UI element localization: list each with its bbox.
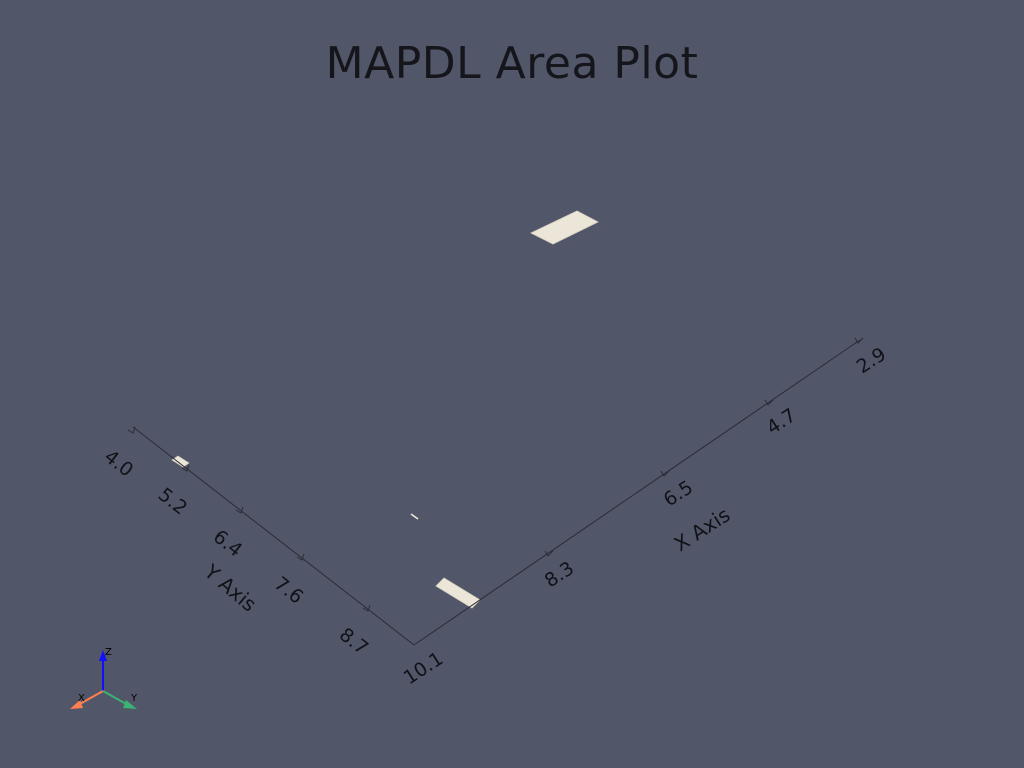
y-tick-label: 5.2 — [154, 484, 191, 520]
area-surface-top[interactable] — [530, 210, 599, 245]
area-surfaces — [171, 210, 599, 609]
x-tick-label: 4.7 — [763, 404, 800, 439]
y-tick-mark — [362, 604, 371, 612]
area-surface-left[interactable] — [171, 455, 190, 468]
y-tick-label: 6.4 — [209, 526, 246, 562]
x-tick-mark — [854, 337, 864, 344]
x-tick-label: 2.9 — [853, 343, 890, 378]
x-tick-label: 8.3 — [541, 557, 578, 592]
area-surface-sliver[interactable] — [410, 513, 419, 520]
x-axis-line — [413, 339, 861, 646]
area-surface-bottom[interactable] — [435, 577, 481, 609]
x-axis: 10.1 8.3 6.5 4.7 2.9 X Axis — [400, 337, 890, 689]
y-tick-mark — [181, 464, 190, 472]
triad-y-axis — [102, 690, 129, 706]
triad-y-arrowhead — [123, 700, 137, 709]
x-tick-mark — [764, 399, 774, 406]
x-tick-mark — [660, 470, 670, 477]
plot-title: MAPDL Area Plot — [325, 38, 699, 89]
x-tick-label: 6.5 — [660, 476, 697, 511]
x-tick-mark — [544, 550, 554, 557]
x-tick-label: 10.1 — [400, 648, 447, 689]
y-axis-tick-marks — [127, 426, 371, 612]
y-axis-line — [132, 426, 415, 646]
y-tick-label: 7.6 — [270, 573, 307, 609]
y-tick-mark — [296, 553, 305, 561]
triad-z-arrowhead — [99, 650, 107, 661]
y-tick-label: 8.7 — [335, 624, 372, 660]
triad-x-axis — [77, 690, 104, 706]
x-axis-title: X Axis — [670, 503, 735, 557]
x-axis-tick-marks — [544, 337, 864, 557]
y-tick-label: 4.0 — [100, 446, 137, 482]
y-axis-title: Y Axis — [199, 559, 261, 617]
triad-x-arrowhead — [70, 700, 83, 709]
y-axis: 4.0 5.2 6.4 7.6 8.7 Y Axis — [100, 426, 415, 660]
y-tick-mark — [235, 506, 244, 514]
orientation-triad[interactable]: Z X Y — [70, 647, 138, 709]
triad-z-label: Z — [105, 647, 112, 658]
triad-y-label: Y — [130, 693, 138, 704]
y-tick-mark — [127, 426, 136, 434]
triad-x-label: X — [78, 693, 85, 704]
